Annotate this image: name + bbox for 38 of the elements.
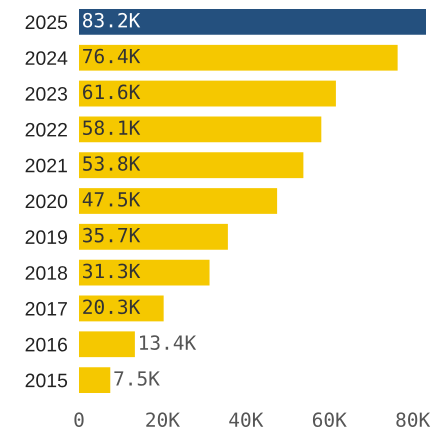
data-label: 20.3K — [83, 299, 140, 314]
bar — [79, 224, 228, 250]
bar — [79, 44, 398, 71]
data-label: 61.6K — [83, 84, 140, 100]
data-label: 7.5K — [114, 371, 160, 386]
x-tick-label: 20K — [146, 412, 180, 428]
bar — [79, 296, 164, 322]
bar — [79, 331, 135, 358]
y-tick-label: 2024 — [26, 51, 68, 65]
data-label: 58.1K — [83, 120, 140, 136]
y-tick-label: 2018 — [26, 266, 68, 280]
bar — [79, 152, 304, 178]
x-tick-label: 80K — [396, 412, 430, 428]
data-label: 47.5K — [82, 192, 140, 207]
y-tick-label: 2023 — [26, 87, 68, 101]
y-tick-label: 2017 — [26, 302, 67, 316]
data-label: 31.3K — [83, 264, 140, 278]
bar — [79, 188, 278, 214]
y-tick-label: 2015 — [26, 374, 68, 388]
bar — [79, 80, 336, 106]
x-tick-label: 0 — [74, 412, 84, 428]
data-label: 53.8K — [83, 156, 140, 171]
data-label: 35.7K — [83, 228, 140, 243]
y-tick-label: 2016 — [26, 338, 68, 352]
x-tick-label: 40K — [229, 412, 264, 428]
y-tick-label: 2025 — [26, 15, 68, 30]
y-tick-label: 2020 — [26, 194, 68, 208]
y-tick-label: 2019 — [26, 230, 67, 244]
x-tick-label: 60K — [312, 412, 347, 428]
bar — [79, 260, 210, 286]
y-tick-label: 2021 — [26, 158, 67, 172]
data-label: 83.2K — [83, 12, 140, 28]
bar — [79, 116, 322, 142]
y-tick-label: 2022 — [26, 122, 67, 137]
data-label: 76.4K — [83, 48, 140, 64]
bar — [79, 9, 426, 35]
bar — [79, 367, 110, 393]
data-label: 13.4K — [140, 335, 196, 350]
